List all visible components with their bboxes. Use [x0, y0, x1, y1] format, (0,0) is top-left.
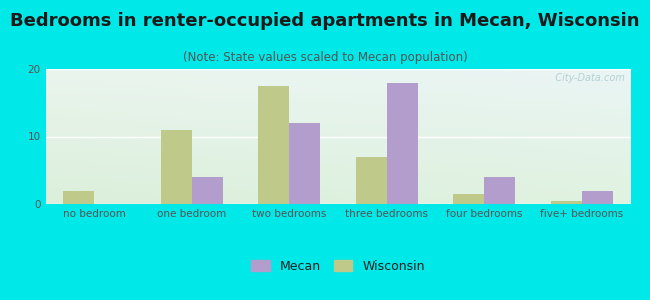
Bar: [551, 201, 582, 204]
Bar: [258, 86, 289, 204]
Bar: [63, 190, 94, 204]
Text: (Note: State values scaled to Mecan population): (Note: State values scaled to Mecan popu…: [183, 51, 467, 64]
Bar: [453, 194, 484, 204]
Text: Bedrooms in renter-occupied apartments in Mecan, Wisconsin: Bedrooms in renter-occupied apartments i…: [10, 12, 640, 30]
Bar: [161, 130, 192, 204]
Text: City-Data.com: City-Data.com: [549, 73, 625, 83]
Bar: [356, 157, 387, 204]
Legend: Mecan, Wisconsin: Mecan, Wisconsin: [245, 254, 431, 279]
Bar: [289, 123, 320, 204]
Bar: [484, 177, 515, 204]
Bar: [582, 190, 613, 204]
Bar: [387, 82, 418, 204]
Bar: [192, 177, 223, 204]
